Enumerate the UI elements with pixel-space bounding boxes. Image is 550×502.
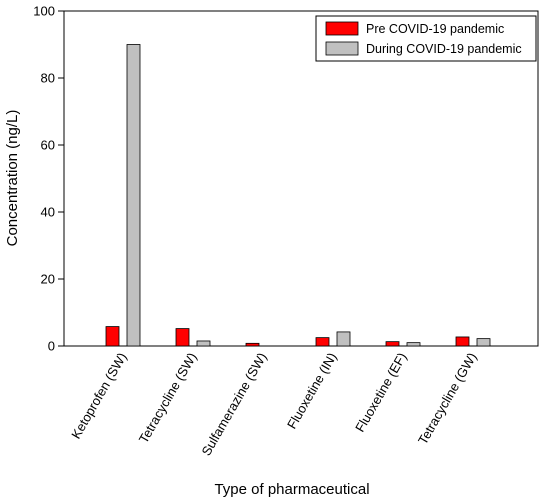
y-tick-label: 80 [41,71,55,86]
x-tick-label: Tetracycline (GW) [415,350,480,447]
bar-during-4 [406,342,421,347]
bar-pre-2 [245,342,260,347]
legend: Pre COVID-19 pandemic During COVID-19 pa… [315,15,537,62]
x-tick-label: Ketoprofen (SW) [68,350,129,441]
y-tick-label: 20 [41,272,55,287]
x-tick-label: Tetracycline (SW) [136,350,200,446]
plot-area [63,10,539,347]
x-tick-label: Fluoxetine (IN) [284,350,340,431]
y-tick-label: 60 [41,138,55,153]
bar-during-0 [126,44,141,347]
x-tick-label: Sulfamerazine (SW) [198,350,269,458]
plot-frame [63,10,539,347]
legend-swatch-pre [325,21,359,36]
bar-during-5 [476,338,491,347]
legend-swatch-during [325,41,359,56]
bar-pre-4 [385,341,400,347]
y-axis-title: Concentration (ng/L) [4,110,21,247]
bar-pre-5 [455,336,470,347]
legend-label-during: During COVID-19 pandemic [366,42,522,56]
y-tick-label: 0 [48,339,55,354]
y-axis-ticks: 0 20 40 60 80 100 [33,4,64,354]
x-axis-title: Type of pharmaceutical [214,481,369,498]
y-tick-label: 40 [41,205,55,220]
legend-label-pre: Pre COVID-19 pandemic [366,22,504,36]
bar-during-1 [196,340,211,347]
bars [105,44,491,347]
x-axis-tick-labels: Ketoprofen (SW) Tetracycline (SW)Sulfamer… [68,350,479,458]
bar-pre-0 [105,326,120,347]
bar-during-3 [336,331,351,347]
y-tick-label: 100 [33,4,55,19]
x-tick-label: Fluoxetine (EF) [352,350,409,434]
bar-pre-3 [315,337,330,347]
bar-pre-1 [175,328,190,347]
